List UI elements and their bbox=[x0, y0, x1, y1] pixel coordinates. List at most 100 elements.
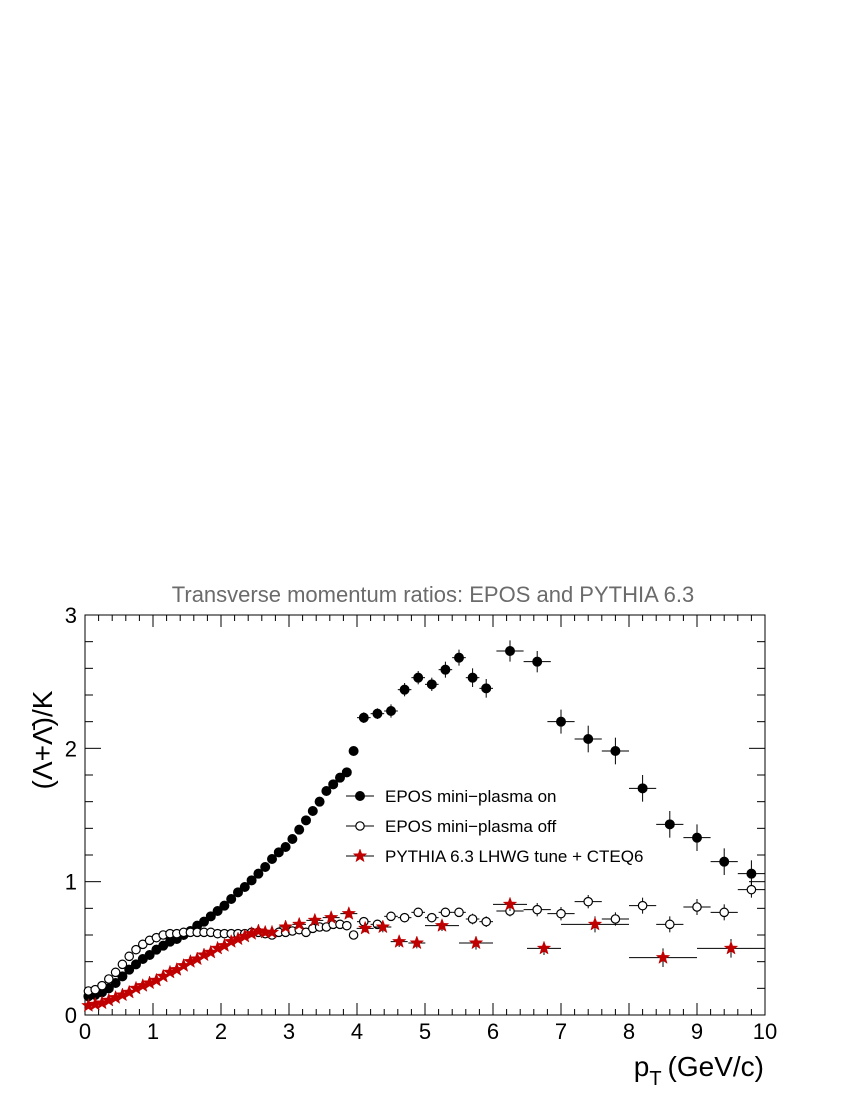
x-tick-label: 7 bbox=[555, 1019, 567, 1044]
x-tick-label: 4 bbox=[351, 1019, 363, 1044]
data-point bbox=[719, 856, 730, 867]
data-point bbox=[655, 949, 671, 964]
x-tick-label: 8 bbox=[623, 1019, 635, 1044]
data-point bbox=[468, 935, 484, 950]
data-point bbox=[426, 679, 437, 690]
data-point bbox=[583, 896, 593, 907]
data-point bbox=[637, 900, 648, 911]
data-point bbox=[117, 959, 128, 970]
x-axis-label-subscript: T bbox=[649, 1068, 661, 1090]
series-plasma-off bbox=[83, 881, 765, 996]
data-point bbox=[246, 875, 257, 886]
data-point bbox=[307, 912, 323, 927]
legend: EPOS mini−plasma on EPOS mini−plasma off P… bbox=[346, 787, 643, 866]
data-point bbox=[348, 746, 359, 756]
data-point bbox=[212, 906, 223, 916]
data-point bbox=[505, 646, 515, 656]
x-axis-label: pT (GeV/c) bbox=[634, 1051, 764, 1090]
data-point bbox=[536, 940, 552, 955]
data-point bbox=[253, 868, 264, 879]
data-point bbox=[280, 842, 291, 852]
data-point bbox=[226, 894, 237, 904]
plot-frame bbox=[84, 614, 766, 1016]
data-point bbox=[144, 950, 155, 960]
x-axis-label-unit: (GeV/c) bbox=[668, 1051, 764, 1082]
y-tick-label: 1 bbox=[65, 870, 77, 895]
data-point bbox=[104, 974, 114, 984]
data-point bbox=[110, 967, 121, 978]
data-point bbox=[637, 783, 648, 794]
axis-tick-labels: 0 1 2 3 4 5 6 7 8 9 10 0 1 2 3 bbox=[65, 603, 777, 1044]
data-point bbox=[307, 806, 318, 816]
data-point bbox=[341, 905, 357, 920]
x-tick-label: 1 bbox=[147, 1019, 159, 1044]
data-point bbox=[278, 919, 293, 934]
data-point bbox=[692, 832, 702, 843]
data-point bbox=[481, 916, 491, 927]
data-point bbox=[124, 964, 135, 975]
y-tick-label: 0 bbox=[65, 1003, 77, 1028]
legend-label: EPOS mini−plasma off bbox=[385, 817, 556, 836]
data-point bbox=[532, 656, 543, 667]
x-tick-label: 6 bbox=[487, 1019, 499, 1044]
data-point bbox=[131, 944, 141, 955]
data-point bbox=[610, 746, 621, 756]
data-point bbox=[409, 935, 425, 950]
data-point bbox=[454, 652, 464, 663]
data-point bbox=[314, 796, 325, 807]
data-point bbox=[264, 924, 280, 939]
data-point bbox=[131, 959, 141, 970]
legend-marker bbox=[355, 821, 365, 831]
data-point bbox=[205, 911, 216, 922]
data-point bbox=[692, 902, 702, 912]
y-tick-label: 2 bbox=[65, 736, 77, 761]
chart-title: Transverse momentum ratios: EPOS and PYT… bbox=[172, 582, 695, 607]
data-point bbox=[664, 919, 675, 930]
data-point bbox=[434, 917, 450, 932]
data-point bbox=[532, 904, 542, 915]
data-point bbox=[583, 734, 594, 744]
data-point bbox=[746, 884, 757, 895]
data-point bbox=[219, 900, 230, 911]
data-point bbox=[233, 887, 243, 898]
data-point bbox=[357, 920, 373, 935]
data-point bbox=[335, 772, 345, 783]
data-point bbox=[291, 916, 307, 931]
x-tick-label: 10 bbox=[753, 1019, 777, 1044]
data-point bbox=[664, 819, 675, 830]
data-point bbox=[426, 912, 437, 923]
data-point bbox=[556, 908, 566, 919]
data-point bbox=[467, 672, 478, 683]
data-point bbox=[746, 868, 757, 879]
data-point bbox=[502, 896, 518, 911]
legend-marker bbox=[352, 848, 368, 863]
y-tick-label: 3 bbox=[65, 603, 77, 628]
data-point bbox=[287, 834, 298, 844]
x-tick-label: 9 bbox=[691, 1019, 703, 1044]
data-point bbox=[124, 951, 134, 962]
legend-label: PYTHIA 6.3 LHWG tune + CTEQ6 bbox=[385, 847, 643, 866]
data-marks bbox=[81, 640, 765, 1012]
data-point bbox=[341, 920, 352, 931]
data-point bbox=[454, 907, 464, 918]
data-point bbox=[556, 716, 566, 727]
x-tick-label: 3 bbox=[283, 1019, 295, 1044]
data-point bbox=[723, 940, 739, 955]
data-point bbox=[440, 907, 451, 918]
data-point bbox=[413, 907, 423, 918]
data-point bbox=[341, 767, 352, 778]
x-tick-label: 5 bbox=[419, 1019, 431, 1044]
series-plasma-on bbox=[83, 640, 765, 1002]
data-point bbox=[97, 980, 107, 991]
data-point bbox=[372, 708, 383, 719]
legend-label: EPOS mini−plasma on bbox=[385, 787, 557, 806]
data-point bbox=[273, 847, 284, 858]
data-point bbox=[386, 911, 396, 922]
data-point bbox=[413, 672, 424, 683]
data-point bbox=[399, 912, 410, 923]
data-point bbox=[440, 664, 451, 675]
data-point bbox=[467, 914, 478, 924]
data-point bbox=[610, 914, 621, 924]
data-point bbox=[328, 779, 339, 790]
